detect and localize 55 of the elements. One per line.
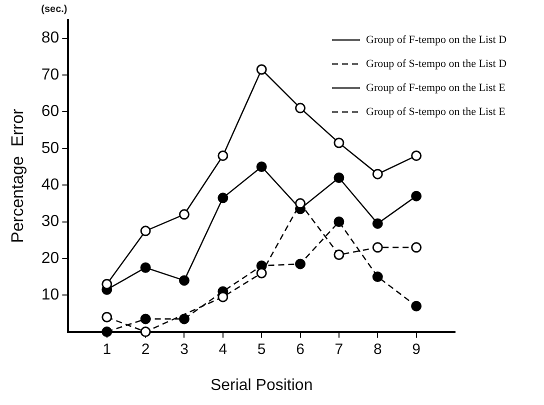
y-axis-title: Percentage Error bbox=[8, 108, 27, 243]
x-tick-label: 1 bbox=[102, 340, 112, 358]
point bbox=[411, 300, 422, 312]
point bbox=[178, 209, 190, 220]
point bbox=[372, 218, 383, 229]
x-tick-label: 4 bbox=[218, 340, 228, 358]
y-tick-label: 50 bbox=[41, 140, 60, 157]
point bbox=[140, 314, 151, 324]
point bbox=[102, 278, 112, 290]
point bbox=[334, 250, 344, 260]
y-tick-label: 10 bbox=[41, 286, 60, 304]
point bbox=[372, 168, 383, 180]
point bbox=[295, 258, 306, 270]
point bbox=[256, 64, 267, 75]
point bbox=[256, 161, 267, 172]
point bbox=[218, 192, 228, 204]
point bbox=[372, 242, 383, 253]
legend-label: Group of F-tempo on the List D bbox=[366, 34, 507, 46]
point bbox=[102, 312, 112, 322]
y-tick-label: 70 bbox=[41, 66, 60, 84]
legend-label: Group of S-tempo on the List D bbox=[366, 58, 507, 70]
x-tick-label: 8 bbox=[373, 340, 382, 358]
point bbox=[140, 262, 151, 273]
y-tick-label: 40 bbox=[41, 176, 60, 194]
point bbox=[334, 172, 344, 183]
point bbox=[411, 242, 422, 253]
y-tick-label: 60 bbox=[41, 103, 60, 120]
point bbox=[411, 150, 422, 161]
point bbox=[102, 326, 112, 338]
point bbox=[178, 314, 190, 324]
x-tick-label: 5 bbox=[257, 340, 266, 358]
x-tick-label: 3 bbox=[180, 340, 188, 358]
point bbox=[178, 275, 190, 286]
x-axis-title: Serial Position bbox=[210, 376, 313, 394]
point bbox=[140, 226, 151, 236]
point bbox=[334, 216, 344, 228]
y-tick-label: 30 bbox=[41, 213, 60, 230]
point bbox=[256, 268, 267, 278]
legend-label: Group of S-tempo on the List E bbox=[366, 106, 506, 118]
text: (sec.) bbox=[41, 4, 68, 15]
point bbox=[295, 102, 306, 114]
point bbox=[372, 272, 383, 282]
point bbox=[140, 326, 151, 338]
point bbox=[218, 150, 228, 161]
x-tick-label: 2 bbox=[141, 340, 150, 358]
point bbox=[411, 190, 422, 202]
point bbox=[295, 198, 306, 209]
x-tick-label: 7 bbox=[334, 340, 344, 358]
x-tick-label: 9 bbox=[412, 340, 420, 358]
point bbox=[334, 138, 344, 148]
point bbox=[218, 292, 228, 302]
legend-label: Group of F-tempo on the List E bbox=[366, 82, 506, 94]
y-tick-label: 20 bbox=[41, 250, 60, 267]
y-tick-label: 80 bbox=[41, 30, 60, 47]
x-tick-label: 6 bbox=[296, 340, 304, 358]
